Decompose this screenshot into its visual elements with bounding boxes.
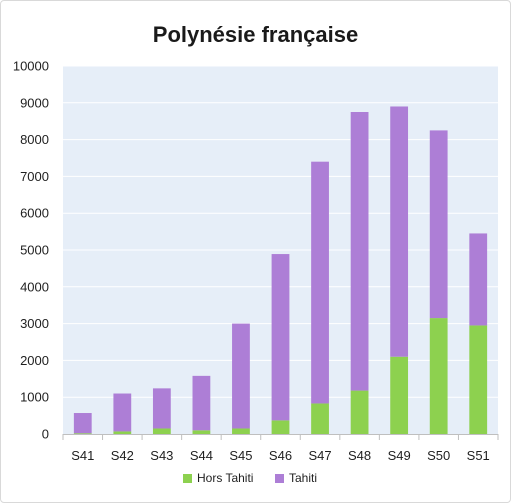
chart-title: Polynésie française bbox=[152, 22, 359, 47]
bar-tahiti-s45 bbox=[232, 323, 250, 429]
bar-tahiti-s50 bbox=[429, 130, 448, 319]
bar-tahiti-s42 bbox=[113, 393, 132, 432]
bar-tahiti-s49 bbox=[390, 106, 409, 357]
bar-hors-tahiti-s42 bbox=[113, 431, 132, 434]
y-tick-label: 5000 bbox=[20, 243, 49, 258]
x-tick-label: S50 bbox=[427, 448, 450, 463]
bar-tahiti-s46 bbox=[271, 254, 290, 421]
y-tick-label: 2000 bbox=[20, 353, 49, 368]
bar-hors-tahiti-s43 bbox=[152, 428, 171, 434]
y-tick-label: 10000 bbox=[13, 59, 49, 74]
bar-hors-tahiti-s46 bbox=[271, 420, 290, 434]
y-tick-label: 0 bbox=[42, 427, 49, 442]
y-tick-label: 6000 bbox=[20, 206, 49, 221]
y-tick-label: 4000 bbox=[20, 279, 49, 294]
bar-hors-tahiti-s45 bbox=[232, 428, 250, 434]
bar-tahiti-s43 bbox=[152, 388, 171, 429]
legend-label: Hors Tahiti bbox=[197, 471, 253, 485]
bar-hors-tahiti-s51 bbox=[469, 325, 488, 434]
bars bbox=[73, 106, 488, 434]
x-tick-label: S49 bbox=[388, 448, 411, 463]
bar-hors-tahiti-s44 bbox=[192, 430, 211, 434]
bar-tahiti-s47 bbox=[311, 161, 329, 404]
x-tick-label: S42 bbox=[111, 448, 134, 463]
x-tick-label: S46 bbox=[269, 448, 292, 463]
x-tick-label: S41 bbox=[71, 448, 94, 463]
legend: Hors Tahiti Tahiti bbox=[183, 471, 317, 485]
x-tick-label: S47 bbox=[308, 448, 331, 463]
axes: 0 1000 2000 3000 4000 5000 6000 7000 8000 9000 100… bbox=[13, 59, 499, 463]
y-tick-label: 7000 bbox=[20, 169, 49, 184]
bar-hors-tahiti-s49 bbox=[390, 356, 409, 434]
x-tick-label: S48 bbox=[348, 448, 371, 463]
y-tick-label: 3000 bbox=[20, 316, 49, 331]
y-tick-label: 9000 bbox=[20, 95, 49, 110]
bar-hors-tahiti-s41 bbox=[73, 433, 92, 434]
x-tick-label: S45 bbox=[229, 448, 252, 463]
y-tick-label: 1000 bbox=[20, 390, 49, 405]
y-tick-label: 8000 bbox=[20, 132, 49, 147]
bar-hors-tahiti-s47 bbox=[311, 403, 329, 434]
bar-tahiti-s41 bbox=[73, 413, 92, 434]
legend-swatch bbox=[183, 474, 192, 483]
x-tick-label: S43 bbox=[150, 448, 173, 463]
bar-tahiti-s44 bbox=[192, 375, 211, 431]
bar-tahiti-s48 bbox=[350, 112, 369, 391]
bar-hors-tahiti-s48 bbox=[350, 390, 369, 434]
x-tick-label: S44 bbox=[190, 448, 213, 463]
bar-tahiti-s51 bbox=[469, 233, 488, 326]
x-tick-label: S51 bbox=[467, 448, 490, 463]
bar-hors-tahiti-s50 bbox=[429, 318, 448, 434]
legend-label: Tahiti bbox=[289, 471, 317, 485]
legend-swatch bbox=[275, 474, 284, 483]
